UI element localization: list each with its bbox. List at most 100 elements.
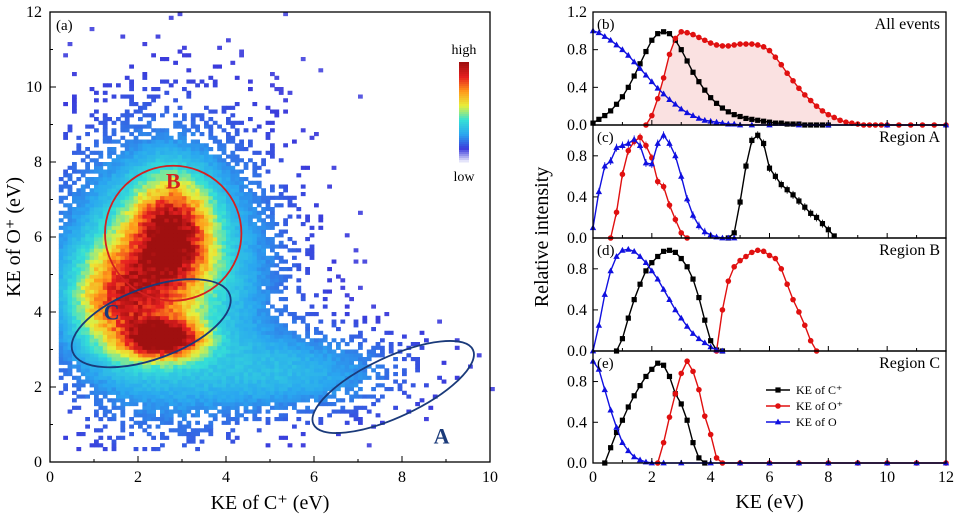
- density-cell: [80, 259, 86, 264]
- density-cell: [98, 372, 104, 377]
- density-cell: [358, 357, 363, 362]
- density-cell: [234, 319, 240, 324]
- density-cell: [173, 319, 178, 324]
- density-cell: [261, 334, 266, 339]
- density-cell: [270, 289, 275, 294]
- density-cell: [67, 42, 73, 47]
- series-line: [604, 362, 706, 464]
- density-cell: [182, 323, 187, 328]
- density-cell: [155, 192, 161, 197]
- density-cell: [278, 323, 284, 328]
- density-cell: [146, 413, 152, 418]
- density-cell: [186, 267, 192, 272]
- density-cell: [102, 300, 108, 305]
- density-cell: [261, 345, 266, 350]
- density-cell: [239, 383, 244, 388]
- density-cell: [331, 312, 337, 317]
- density-cell: [265, 398, 271, 403]
- density-cell: [63, 102, 68, 107]
- density-cell: [76, 360, 82, 365]
- density-cell: [305, 349, 310, 354]
- density-cell: [270, 319, 275, 324]
- density-cell: [151, 394, 156, 399]
- marker-circle: [719, 43, 726, 49]
- density-cell: [296, 364, 302, 369]
- density-cell: [375, 413, 381, 418]
- density-cell: [63, 270, 68, 275]
- density-cell: [98, 300, 104, 305]
- density-cell: [199, 383, 205, 388]
- density-cell: [331, 338, 337, 343]
- density-cell: [283, 364, 288, 369]
- density-cell: [168, 150, 174, 155]
- density-cell: [142, 345, 148, 350]
- density-cell: [270, 195, 275, 200]
- density-cell: [204, 124, 209, 129]
- density-cell: [265, 132, 271, 137]
- density-cell: [138, 210, 143, 215]
- density-cell: [146, 192, 152, 197]
- marker-circle: [684, 358, 690, 364]
- density-cell: [98, 222, 104, 227]
- density-cell: [107, 349, 112, 354]
- density-cell: [234, 375, 240, 380]
- density-cell: [256, 240, 262, 245]
- density-cell: [168, 323, 174, 328]
- density-cell: [151, 128, 156, 133]
- density-cell: [336, 345, 341, 350]
- density-cell: [177, 203, 183, 208]
- marker-circle: [766, 47, 773, 54]
- density-cell: [102, 278, 108, 283]
- density-cell: [94, 240, 99, 245]
- density-cell: [212, 278, 218, 283]
- marker-triangle: [654, 275, 661, 282]
- density-cell: [234, 158, 240, 163]
- density-cell: [182, 300, 187, 305]
- density-cell: [226, 420, 231, 425]
- density-cell: [67, 293, 73, 298]
- density-cell: [76, 188, 82, 193]
- density-cell: [186, 79, 192, 84]
- density-cell: [177, 297, 183, 302]
- density-cell: [322, 334, 328, 339]
- density-cell: [89, 360, 95, 365]
- density-cell: [138, 165, 143, 170]
- density-cell: [230, 177, 236, 182]
- density-cell: [340, 360, 346, 365]
- density-cell: [300, 353, 306, 358]
- density-cell: [138, 375, 143, 380]
- density-cell: [274, 383, 280, 388]
- density-cell: [230, 349, 236, 354]
- density-cell: [138, 274, 143, 279]
- density-cell: [318, 342, 324, 347]
- density-cell: [85, 357, 90, 362]
- density-cell: [94, 327, 99, 332]
- density-cell: [80, 278, 86, 283]
- density-cell: [89, 225, 95, 230]
- density-cell: [168, 158, 174, 163]
- density-cell: [124, 109, 130, 114]
- density-cell: [182, 405, 187, 410]
- marker-square: [666, 247, 673, 253]
- density-cell: [265, 443, 271, 448]
- density-cell: [217, 409, 222, 414]
- density-cell: [186, 360, 192, 365]
- marker-square: [713, 100, 720, 106]
- density-cell: [221, 327, 227, 332]
- density-cell: [261, 383, 266, 388]
- density-cell: [58, 267, 64, 272]
- density-cell: [256, 173, 262, 178]
- density-cell: [199, 244, 205, 249]
- density-cell: [208, 398, 214, 403]
- density-cell: [208, 158, 214, 163]
- density-cell: [195, 289, 200, 294]
- density-cell: [212, 109, 218, 114]
- density-cell: [160, 252, 165, 257]
- density-cell: [195, 180, 200, 185]
- density-cell: [98, 192, 104, 197]
- density-cell: [278, 372, 284, 377]
- density-cell: [226, 375, 231, 380]
- density-cell: [248, 274, 253, 279]
- density-cell: [274, 387, 280, 392]
- density-cell: [102, 255, 108, 260]
